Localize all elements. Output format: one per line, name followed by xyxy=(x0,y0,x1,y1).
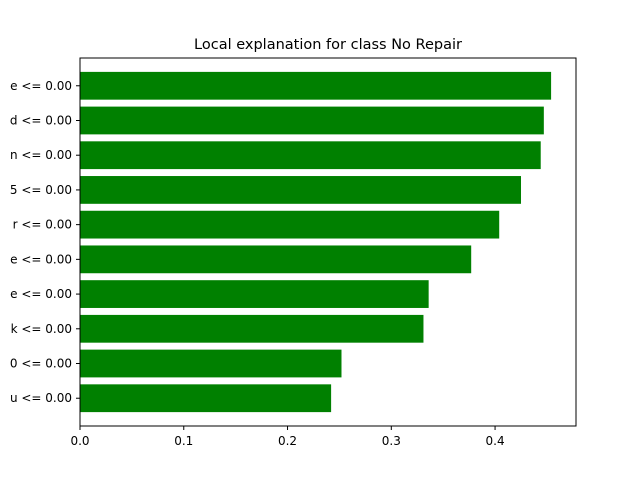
bar xyxy=(80,349,342,378)
y-tick-label: u <= 0.00 xyxy=(10,391,72,405)
bar xyxy=(80,280,429,308)
y-tick-label: e <= 0.00 xyxy=(10,252,72,266)
y-tick-label: r <= 0.00 xyxy=(13,218,72,232)
bar xyxy=(80,141,541,170)
bar xyxy=(80,71,552,100)
bar xyxy=(80,314,424,343)
plot-frame xyxy=(79,57,577,427)
y-tick-label: k <= 0.00 xyxy=(11,322,72,336)
bars-group xyxy=(80,71,552,413)
bar xyxy=(80,176,522,204)
x-axis-ticks: 0.0 0.1 0.2 0.3 0.4 xyxy=(70,426,505,448)
x-tick-label: 0.1 xyxy=(174,434,193,448)
bar xyxy=(80,245,472,274)
bar xyxy=(80,384,332,413)
y-tick-label: d <= 0.00 xyxy=(10,113,72,127)
x-tick-label: 0.3 xyxy=(382,434,401,448)
x-tick-label: 0.0 xyxy=(70,434,89,448)
y-tick-label: 0 <= 0.00 xyxy=(10,357,72,371)
y-axis-ticks: e <= 0.00 d <= 0.00 n <= 0.00 5 <= 0.00 r <=… xyxy=(10,79,80,405)
x-tick-label: 0.2 xyxy=(278,434,297,448)
y-tick-label: e <= 0.00 xyxy=(10,287,72,301)
y-tick-label: n <= 0.00 xyxy=(10,148,72,162)
bar xyxy=(80,106,544,135)
x-tick-label: 0.4 xyxy=(486,434,505,448)
chart-title: Local explanation for class No Repair xyxy=(194,37,462,53)
y-tick-label: e <= 0.00 xyxy=(10,79,72,93)
y-tick-label: 5 <= 0.00 xyxy=(10,183,72,197)
bar xyxy=(80,210,500,239)
